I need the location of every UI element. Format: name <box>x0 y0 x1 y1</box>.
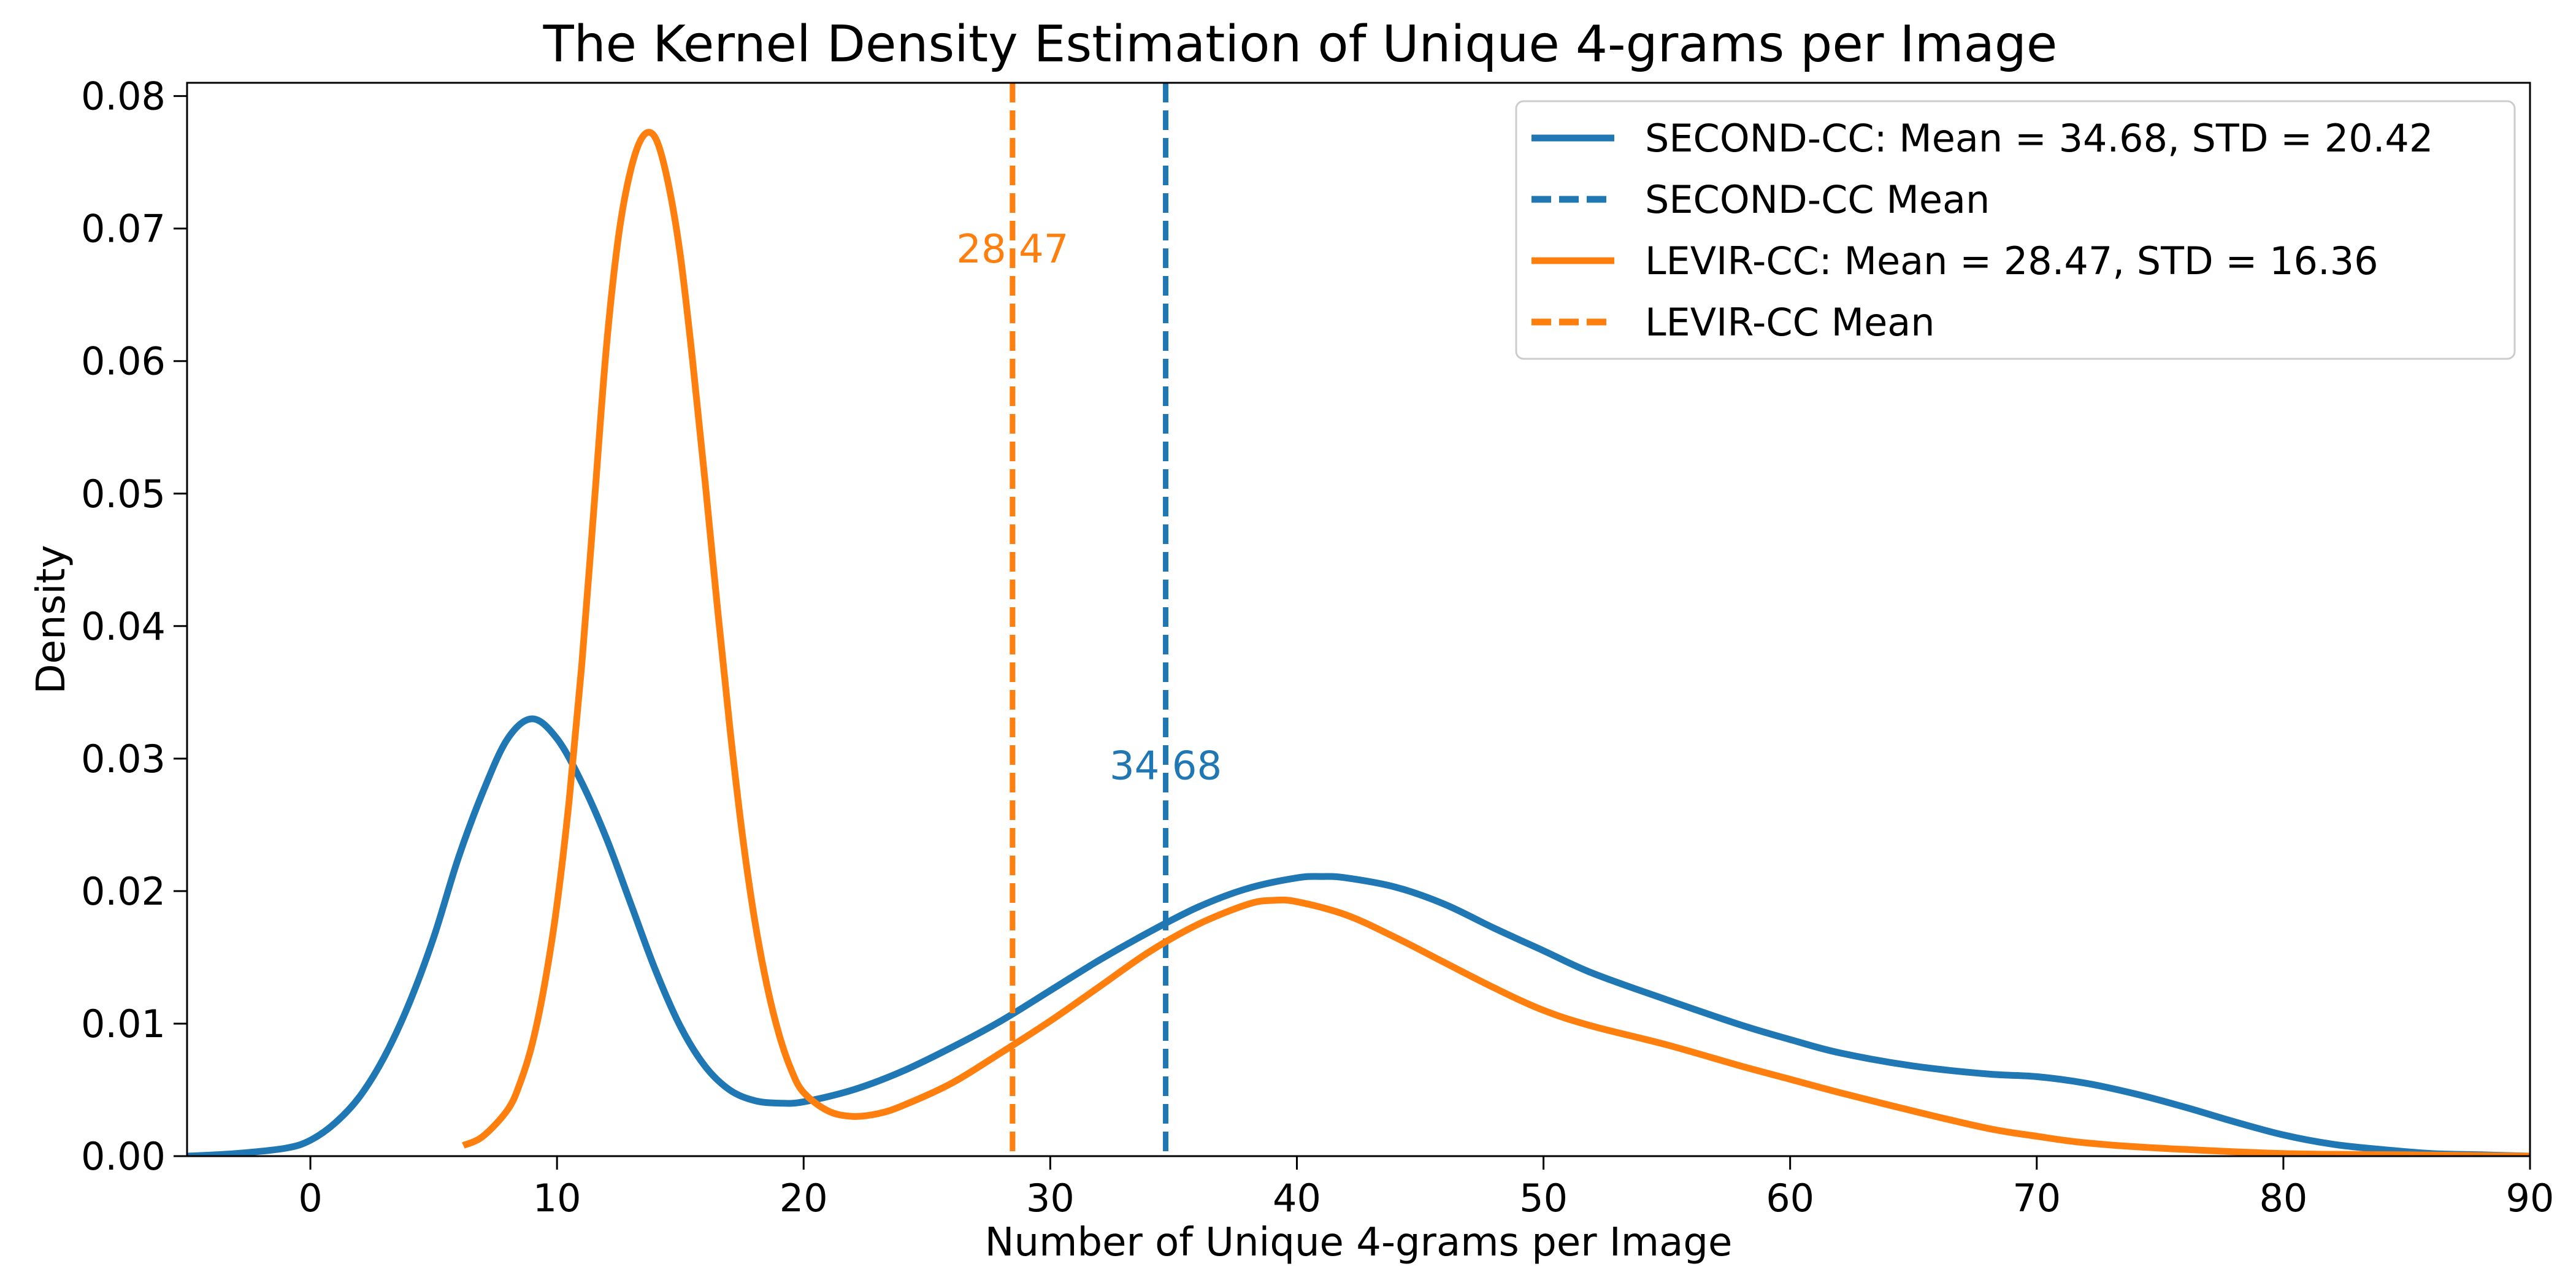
x-tick-label: 70 <box>2012 1176 2061 1221</box>
x-tick-label: 90 <box>2506 1176 2555 1221</box>
x-tick-label: 50 <box>1519 1176 1568 1221</box>
mean-annotation: 34.68 <box>1110 743 1222 789</box>
x-tick-label: 10 <box>533 1176 581 1221</box>
legend-box <box>1515 100 2516 360</box>
y-tick-label: 0.07 <box>81 207 166 251</box>
y-tick-label: 0.03 <box>81 737 166 781</box>
kde-curve-0 <box>187 715 2530 1156</box>
x-tick-label: 20 <box>780 1176 828 1221</box>
kde-curve-2 <box>462 129 2530 1156</box>
plot-area: 34.68 28.47 <box>187 83 2530 1156</box>
y-tick-label: 0.00 <box>81 1134 166 1179</box>
x-tick-label: 80 <box>2259 1176 2307 1221</box>
x-tick-label: 30 <box>1026 1176 1075 1221</box>
y-tick-label: 0.08 <box>81 74 166 119</box>
series-layer <box>187 83 2530 1156</box>
axes-frame <box>186 82 2531 1157</box>
y-tick-label: 0.05 <box>81 472 166 516</box>
mean-annotation: 28.47 <box>956 227 1068 272</box>
x-axis-label: Number of Unique 4-grams per Image <box>985 1220 1733 1265</box>
y-axis-label: Density <box>29 545 74 694</box>
y-tick-label: 0.06 <box>81 339 166 384</box>
y-tick-label: 0.02 <box>81 869 166 914</box>
x-tick-label: 40 <box>1273 1176 1321 1221</box>
legend-label: SECOND-CC Mean <box>1645 177 1990 222</box>
chart-title: The Kernel Density Estimation of Unique … <box>543 15 2058 74</box>
legend-label: LEVIR-CC: Mean = 28.47, STD = 16.36 <box>1645 239 2379 283</box>
x-axis: 0 10 20 30 40 50 60 70 80 90 <box>298 1156 2554 1221</box>
y-tick-label: 0.01 <box>81 1002 166 1046</box>
x-tick-label: 60 <box>1766 1176 1814 1221</box>
y-tick-label: 0.04 <box>81 604 166 649</box>
x-tick-label: 0 <box>298 1176 322 1221</box>
legend: SECOND-CC: Mean = 34.68, STD = 20.42 SECO… <box>1515 100 2516 360</box>
y-axis: 0.00 0.01 0.02 0.03 0.04 0.05 0.06 0.07 0.08 <box>81 74 187 1179</box>
annotations: 34.68 28.47 <box>956 227 1222 789</box>
legend-label: LEVIR-CC Mean <box>1645 300 1935 345</box>
legend-label: SECOND-CC: Mean = 34.68, STD = 20.42 <box>1645 116 2433 161</box>
